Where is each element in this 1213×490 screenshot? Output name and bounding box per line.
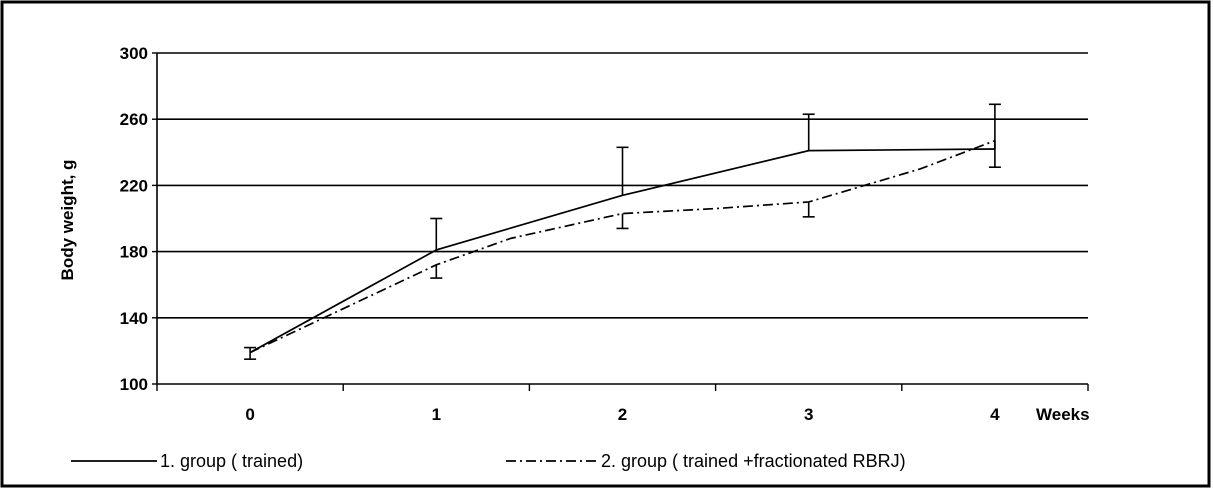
y-tick-label-300: 300 <box>120 44 148 63</box>
error-bar-series-2-x0 <box>244 352 257 360</box>
legend-label-1: 1. group ( trained) <box>160 451 303 471</box>
error-bar-series-1-x3 <box>802 113 815 151</box>
y-tick-label-100: 100 <box>120 375 148 394</box>
x-tick-label-1: 1 <box>432 405 441 424</box>
error-bar-series-2-x3 <box>802 201 815 218</box>
x-tick-label-2: 2 <box>618 405 627 424</box>
y-tick-label-260: 260 <box>120 110 148 129</box>
y-tick-label-220: 220 <box>120 176 148 195</box>
error-bar-series-2-x1 <box>430 264 443 279</box>
y-axis-label: Body weight, g <box>58 160 77 281</box>
x-tick-label-0: 0 <box>245 405 254 424</box>
error-bar-series-1-x2 <box>616 146 629 196</box>
legend: 1. group ( trained) 2. group ( trained +f… <box>71 451 906 471</box>
y-tick-label-140: 140 <box>120 309 148 328</box>
y-tick-label-180: 180 <box>120 243 148 262</box>
series-line-2 <box>249 139 996 354</box>
error-bar-series-1-x1 <box>430 217 443 250</box>
error-bar-series-2-x2 <box>616 213 629 230</box>
legend-label-2: 2. group ( trained +fractionated RBRJ) <box>601 451 906 471</box>
x-tick-label-4: 4 <box>990 405 1000 424</box>
plot-area: 100 140 180 220 260 300 0 1 2 3 4 <box>120 44 1089 424</box>
x-axis-label: Weeks <box>1036 405 1090 424</box>
error-bar-series-2-x4 <box>988 140 1001 168</box>
x-tick-label-3: 3 <box>804 405 813 424</box>
